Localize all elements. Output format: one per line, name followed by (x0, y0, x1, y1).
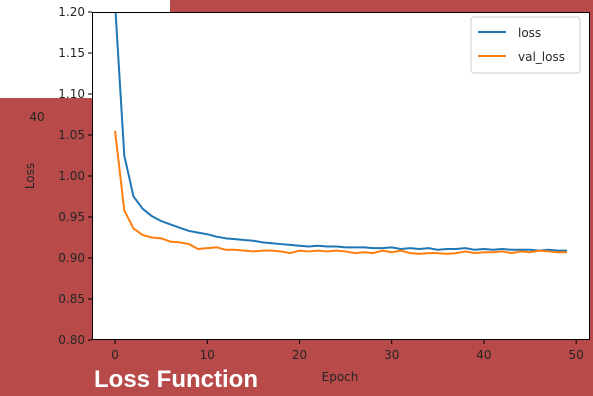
plot-panel: loss val_loss (92, 12, 590, 340)
y-tick-label: 0.90 (58, 251, 85, 265)
x-tick-label: 0 (111, 348, 119, 362)
y-tick-label: 0.85 (58, 292, 85, 306)
loss-chart: loss val_loss (92, 12, 590, 340)
x-tick-label: 50 (569, 348, 584, 362)
y-tick-label: 1.05 (58, 128, 85, 142)
x-tick-label: 30 (384, 348, 399, 362)
y-ticks: 0.80 0.85 0.90 0.95 1.00 1.05 1.10 1.15 1.20 (58, 5, 92, 347)
y-axis-label: Loss (23, 163, 37, 189)
series-line-val-loss (114, 130, 567, 255)
legend-label-val-loss: val_loss (518, 50, 565, 64)
y-tick-label: 1.00 (58, 169, 85, 183)
series-layer (114, 12, 567, 255)
series-line-loss (114, 12, 567, 252)
y-tick-label: 1.10 (58, 87, 85, 101)
legend: loss val_loss (470, 16, 581, 74)
plot-frame (92, 12, 590, 340)
x-ticks: 0 10 20 30 40 50 (111, 340, 584, 362)
y-tick-label: 1.20 (58, 5, 85, 19)
x-tick-label: 20 (292, 348, 307, 362)
x-axis-label: Epoch (322, 370, 359, 384)
x-tick-label: 10 (200, 348, 215, 362)
caption-title: Loss Function (94, 366, 258, 393)
y-tick-label: 0.80 (58, 333, 85, 347)
x-tick-label: 40 (476, 348, 491, 362)
y-tick-label: 1.15 (58, 46, 85, 60)
legend-label-loss: loss (518, 26, 541, 40)
overlay-tick-label: 40 (29, 110, 44, 124)
y-tick-label: 0.95 (58, 210, 85, 224)
